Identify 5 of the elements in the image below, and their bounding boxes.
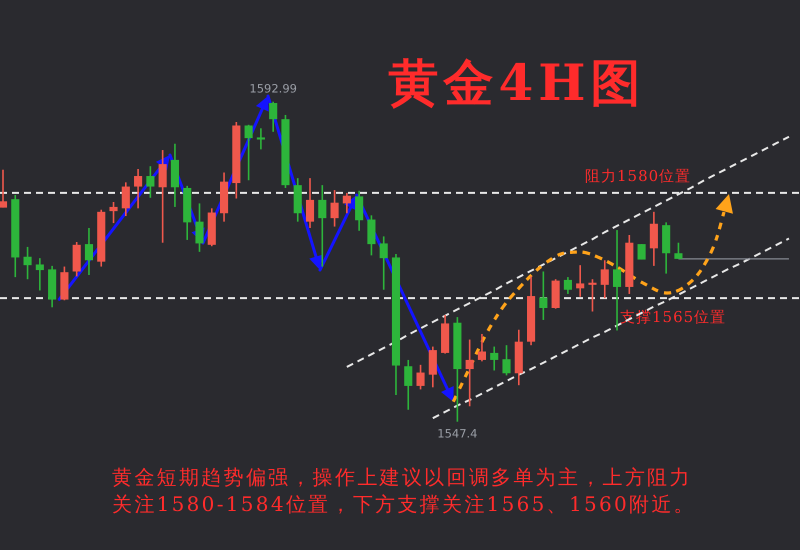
annotation: 1547.4 [437,426,478,441]
ref-line-label: 阻力1580位置 [585,166,692,185]
text: 黄金短期趋势偏强，操作上建议以回调多单为主，上方阻力关注1580-1584位置，下方支撑关注1565、1560附近。 [112,465,696,516]
annotation: 1592.99 [249,82,297,96]
chart-title: 黄金4H图 [388,53,646,112]
